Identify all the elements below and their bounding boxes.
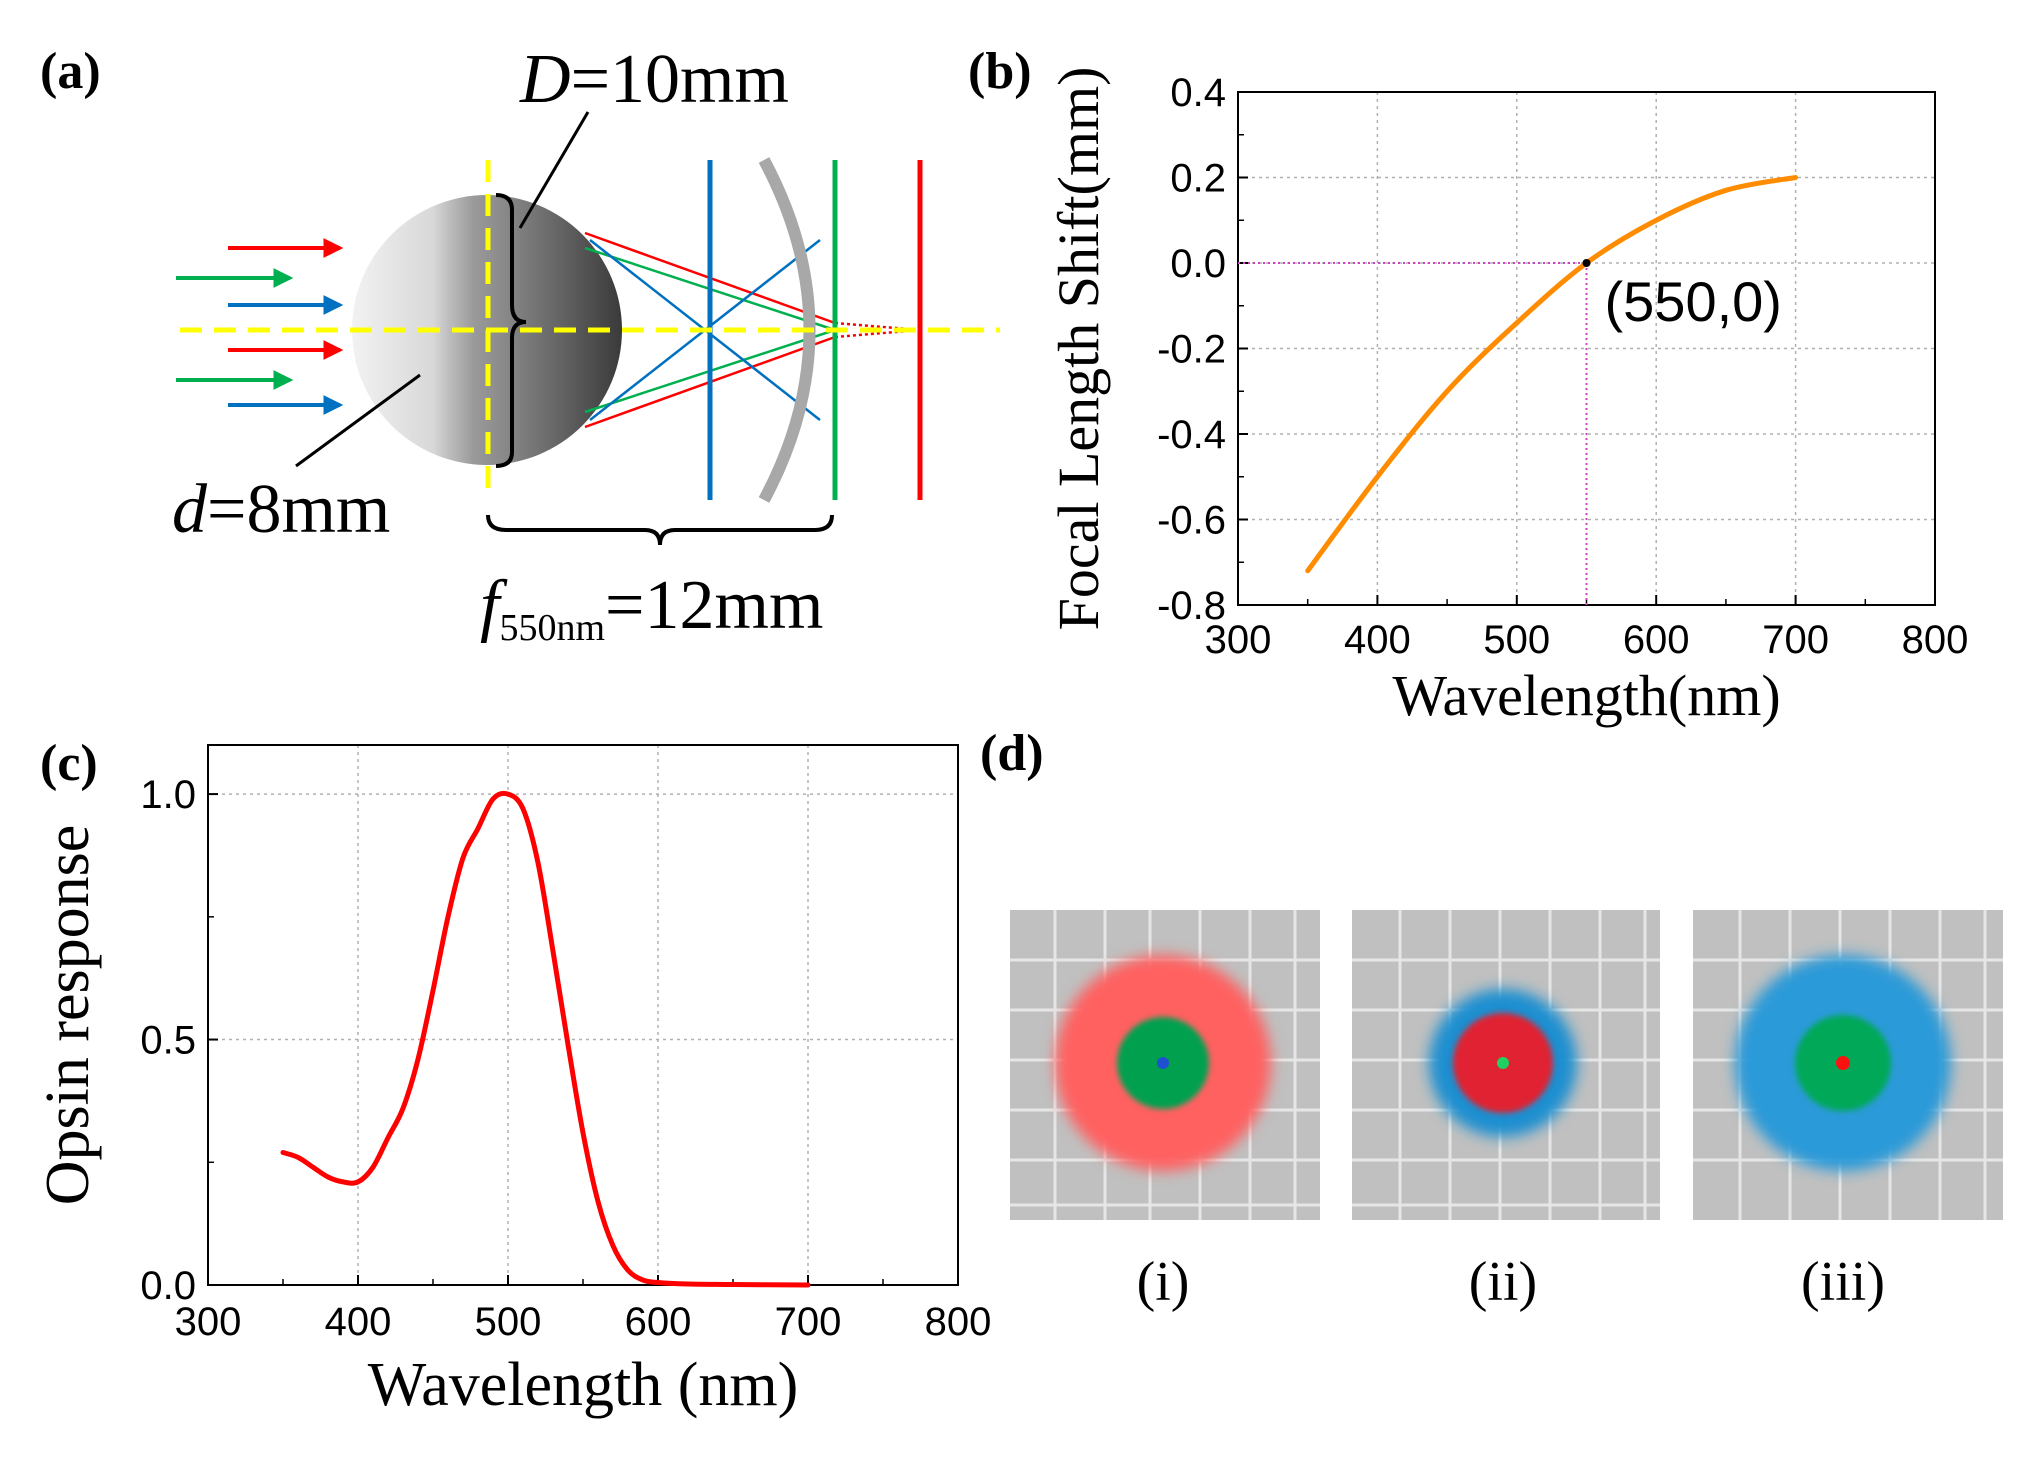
y-axis-title: Focal Length Shift(mm) <box>1046 67 1111 631</box>
data-point <box>298 1157 299 1158</box>
panel-c-label: (c) <box>40 735 98 792</box>
y-tick-label: 0.0 <box>140 1264 196 1308</box>
data-point <box>568 1044 569 1045</box>
x-tick-label: 700 <box>1762 618 1829 662</box>
data-point <box>808 1285 809 1286</box>
data-point <box>1516 322 1517 323</box>
data-point <box>553 951 554 952</box>
diameter-brace <box>495 193 527 468</box>
y-tick-label: 0.5 <box>140 1019 196 1063</box>
red-focus-dot <box>1836 1056 1850 1070</box>
D-leader-line <box>518 111 590 229</box>
incoming-rays <box>176 238 344 415</box>
caption-i: (i) <box>1137 1251 1190 1313</box>
data-point <box>1377 476 1378 477</box>
data-point <box>613 1245 614 1246</box>
data-point <box>373 1167 374 1168</box>
grid <box>1352 910 1660 1220</box>
x-tick-label: 600 <box>625 1300 692 1344</box>
d-label: d=8mm <box>172 471 390 548</box>
x-tick-label: 300 <box>175 1300 242 1344</box>
x-tick-label: 300 <box>1205 618 1272 662</box>
data-point <box>463 857 464 858</box>
data-point <box>478 828 479 829</box>
panel-d-label: (d) <box>980 725 1044 782</box>
panel-a: (a) <box>40 41 1000 649</box>
green-focus-dot <box>1497 1057 1509 1069</box>
y-tick-label: 0.2 <box>1170 157 1226 201</box>
data-point <box>1725 190 1726 191</box>
y-tick-label: -0.8 <box>1157 584 1226 628</box>
panel-a-label: (a) <box>40 43 101 100</box>
data-point <box>448 916 449 917</box>
x-axis-title: Wavelength (nm) <box>368 1351 799 1419</box>
data-point <box>688 1284 689 1285</box>
data-point <box>433 990 434 991</box>
y-tick-label: -0.4 <box>1157 413 1226 457</box>
x-axis-title: Wavelength(nm) <box>1392 663 1780 728</box>
data-point <box>403 1108 404 1109</box>
data-point <box>388 1137 389 1138</box>
y-tick-label: -0.2 <box>1157 328 1226 372</box>
data-point <box>493 799 494 800</box>
data-point <box>418 1059 419 1060</box>
f-label: f550nm=12mm <box>480 567 823 649</box>
data-point <box>523 808 524 809</box>
y-tick-label: -0.6 <box>1157 499 1226 543</box>
spot-ii <box>1352 910 1660 1220</box>
spot-iii <box>1693 910 2003 1220</box>
x-tick-label: 500 <box>475 1300 542 1344</box>
data-point <box>343 1181 344 1182</box>
caption-ii: (ii) <box>1469 1251 1537 1313</box>
chart-c: 300 400 500 600 700 800 0.0 0.5 1.0 Wavelength (n… <box>34 744 992 1419</box>
panel-b: (b) 300 400 500 600 700 800 -0.8 -0.6 -0.4 -0.2 0.… <box>968 43 1968 728</box>
data-point <box>358 1181 359 1182</box>
data-point <box>1795 177 1796 178</box>
data-point <box>1656 220 1657 221</box>
focal-length-brace <box>486 514 834 546</box>
data-point <box>598 1201 599 1202</box>
data-point <box>733 1284 734 1285</box>
panel-c: (c) 300 400 500 600 700 800 0.0 0.5 1.0 Wavelengt… <box>34 735 991 1419</box>
d-leader-line <box>295 373 421 468</box>
spot-i <box>1010 910 1320 1220</box>
series-line-focal-shift <box>1305 175 1799 574</box>
data-point <box>628 1270 629 1271</box>
series-line-opsin <box>280 790 811 1288</box>
y-axis-title: Opsin response <box>34 825 102 1206</box>
annotation-point <box>1582 259 1591 267</box>
data-point <box>643 1280 644 1281</box>
D-label: D=10mm <box>519 41 789 118</box>
panel-b-label: (b) <box>968 43 1032 100</box>
annotation-label: (550,0) <box>1605 270 1782 333</box>
x-tick-label: 400 <box>1344 618 1411 662</box>
plot-frame <box>207 744 959 1286</box>
data-point <box>1307 570 1308 571</box>
data-point <box>658 1282 659 1283</box>
y-tick-label: 0.4 <box>1170 71 1226 115</box>
data-point <box>583 1132 584 1133</box>
x-tick-label: 400 <box>325 1300 392 1344</box>
x-tick-label: 800 <box>925 1300 992 1344</box>
data-point <box>538 862 539 863</box>
blue-focus-dot <box>1157 1057 1169 1069</box>
x-tick-label: 600 <box>1623 618 1690 662</box>
data-point <box>328 1177 329 1178</box>
x-tick-label: 500 <box>1483 618 1550 662</box>
data-point <box>313 1167 314 1168</box>
x-tick-label: 800 <box>1902 618 1969 662</box>
panel-d: (d) (i) (ii) <box>980 725 2003 1313</box>
data-point <box>1447 391 1448 392</box>
chart-b: 300 400 500 600 700 800 -0.8 -0.6 -0.4 -0.2 0.0 0.2… <box>1046 67 1968 728</box>
caption-iii: (iii) <box>1801 1251 1885 1313</box>
y-tick-label: 1.0 <box>140 773 196 817</box>
x-tick-label: 700 <box>775 1300 842 1344</box>
data-point <box>283 1152 284 1153</box>
y-tick-label: 0.0 <box>1170 242 1226 286</box>
data-point <box>508 794 509 795</box>
